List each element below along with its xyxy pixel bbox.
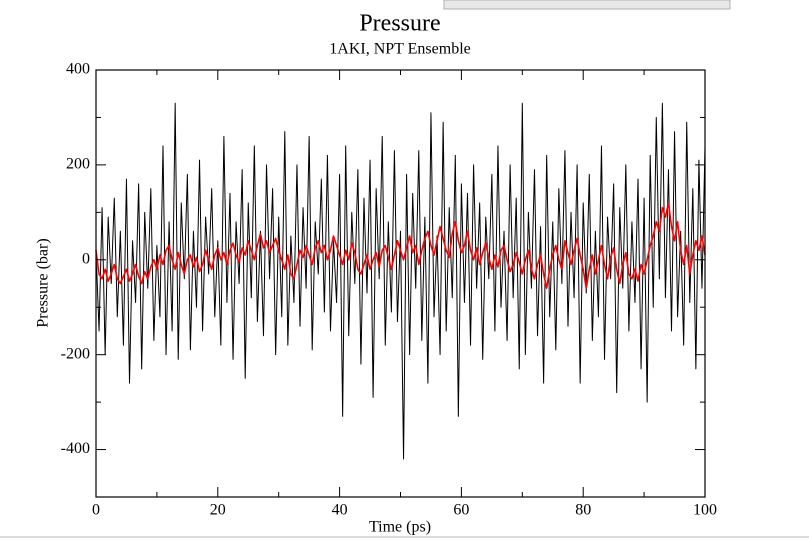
y-tick-label: 0 bbox=[82, 250, 90, 267]
x-tick-label: 40 bbox=[332, 502, 348, 519]
data-line bbox=[95, 202, 706, 290]
chart-subtitle: 1AKI, NPT Ensemble bbox=[329, 41, 470, 58]
y-tick-label: -400 bbox=[61, 440, 90, 457]
y-tick-label: 400 bbox=[66, 61, 90, 78]
chart-title: Pressure bbox=[359, 11, 440, 37]
y-axis-label: Pressure (bar) bbox=[35, 238, 52, 327]
x-tick-label: 60 bbox=[453, 502, 469, 519]
y-tick-label: 200 bbox=[66, 156, 90, 173]
x-tick-label: 20 bbox=[210, 502, 226, 519]
plot-frame bbox=[95, 69, 706, 498]
x-axis-label: Time (ps) bbox=[369, 519, 431, 536]
y-tick-label: -200 bbox=[61, 345, 90, 362]
data-line bbox=[95, 102, 706, 460]
toolbar-fragment bbox=[443, 0, 731, 10]
x-tick-label: 0 bbox=[92, 502, 100, 519]
x-tick-label: 80 bbox=[575, 502, 591, 519]
x-tick-label: 100 bbox=[693, 502, 717, 519]
